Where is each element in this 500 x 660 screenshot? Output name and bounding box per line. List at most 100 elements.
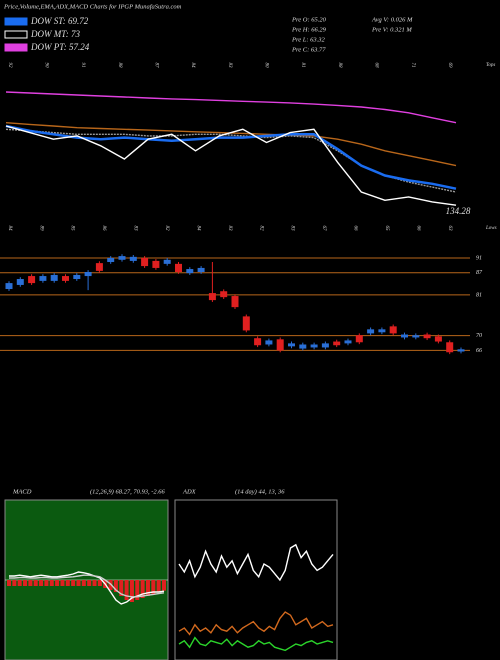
histogram-bar <box>81 580 86 586</box>
pivot-label: 88 <box>337 63 342 69</box>
series-line <box>178 611 334 636</box>
info-text: Pre O: 65.20 <box>291 16 327 23</box>
histogram-bar <box>12 580 17 586</box>
candle-body <box>220 291 228 298</box>
candle-body <box>242 316 250 331</box>
candle-body <box>333 341 341 346</box>
histogram-bar <box>65 580 70 586</box>
candle-body <box>39 276 47 281</box>
histogram-bar <box>55 580 60 586</box>
pivot-label: 84 <box>195 226 200 232</box>
legend-label: DOW ST: 69.72 <box>30 16 89 26</box>
candle-body <box>457 349 465 352</box>
series-line <box>5 122 457 167</box>
candle-body <box>355 335 363 343</box>
pivot-label: 80 <box>264 63 269 69</box>
candle-body <box>401 334 408 338</box>
y-tick-label: 70 <box>476 333 482 339</box>
pivot-label: 66 <box>415 226 420 232</box>
pivot-label: 66 <box>353 226 358 232</box>
price-annotation: 134.28 <box>446 206 471 216</box>
pivot-caption: Lows <box>485 226 497 231</box>
histogram-bar <box>28 580 33 586</box>
pivot-label: 83 <box>290 226 295 232</box>
pivot-label: 84 <box>7 226 12 232</box>
histogram-bar <box>113 580 118 592</box>
histogram-bar <box>162 580 166 591</box>
pivot-label: 82 <box>258 226 263 232</box>
histogram-bar <box>151 580 156 594</box>
candle-body <box>175 263 182 272</box>
histogram-bar <box>156 580 161 592</box>
candle-body <box>423 334 431 339</box>
candle-body <box>265 340 273 345</box>
histogram-bar <box>7 580 11 586</box>
histogram-bar <box>119 580 124 596</box>
pivot-label: 65 <box>384 226 389 232</box>
candle-body <box>28 276 36 284</box>
pivot-label: 84 <box>190 63 195 69</box>
candle-body <box>62 276 69 281</box>
pivot-label: 83 <box>227 63 232 69</box>
panel-title: ADX <box>182 488 197 495</box>
panel-title: MACD <box>12 488 32 495</box>
candle-body <box>276 339 284 351</box>
candle-body <box>186 269 194 274</box>
candle-body <box>118 256 126 260</box>
histogram-bar <box>124 580 129 600</box>
legend-label: DOW MT: 73 <box>30 29 80 39</box>
candle-body <box>231 296 239 308</box>
candle-body <box>367 329 375 334</box>
histogram-bar <box>76 580 81 586</box>
y-tick-label: 91 <box>476 255 482 261</box>
pivot-label: 90 <box>44 63 49 69</box>
candle-body <box>446 342 454 353</box>
legend-label: DOW PT: 57.24 <box>30 42 90 52</box>
candle-body <box>73 274 81 280</box>
candle-body <box>208 293 216 301</box>
info-text: Pre C: 63.77 <box>291 46 326 53</box>
candle-body <box>310 344 318 348</box>
histogram-bar <box>71 580 76 586</box>
legend-swatch <box>4 17 28 26</box>
histogram-bar <box>44 580 49 586</box>
candle-body <box>344 340 352 344</box>
legend-swatch <box>4 30 28 39</box>
series-line <box>178 543 334 582</box>
pivot-label: 83 <box>227 226 232 232</box>
candle-body <box>299 344 307 349</box>
pivot-label: 82 <box>164 226 169 232</box>
candle-body <box>5 283 13 290</box>
candle-body <box>288 343 295 347</box>
histogram-bar <box>97 580 102 586</box>
histogram-bar <box>39 580 44 586</box>
candle-body <box>163 259 171 264</box>
series-line <box>9 574 165 598</box>
histogram-bar <box>145 580 150 596</box>
pivot-label: 83 <box>133 226 138 232</box>
candle-body <box>129 256 137 261</box>
candle-body <box>389 326 397 334</box>
candle-body <box>50 274 58 281</box>
pivot-label: 89 <box>38 226 43 232</box>
pivot-caption: Tops <box>486 63 495 68</box>
histogram-bar <box>60 580 65 586</box>
pivot-label: 91 <box>80 63 85 68</box>
page-title: Price,Volume,EMA,ADX,MACD Charts for IPG… <box>3 3 182 10</box>
y-tick-label: 66 <box>476 348 482 354</box>
candle-body <box>84 272 92 277</box>
series-line <box>5 125 457 206</box>
info-text: Avg V: 0.026 M <box>371 16 413 23</box>
candle-body <box>254 338 262 346</box>
histogram-bar <box>17 580 22 586</box>
pivot-label: 63 <box>447 226 452 232</box>
panel-background <box>174 499 338 660</box>
candle-body <box>321 343 329 348</box>
candle-body <box>434 336 442 342</box>
candle-body <box>412 335 420 338</box>
legend-swatch <box>4 43 28 52</box>
candle-body <box>152 260 160 268</box>
pivot-label: 81 <box>300 63 305 68</box>
